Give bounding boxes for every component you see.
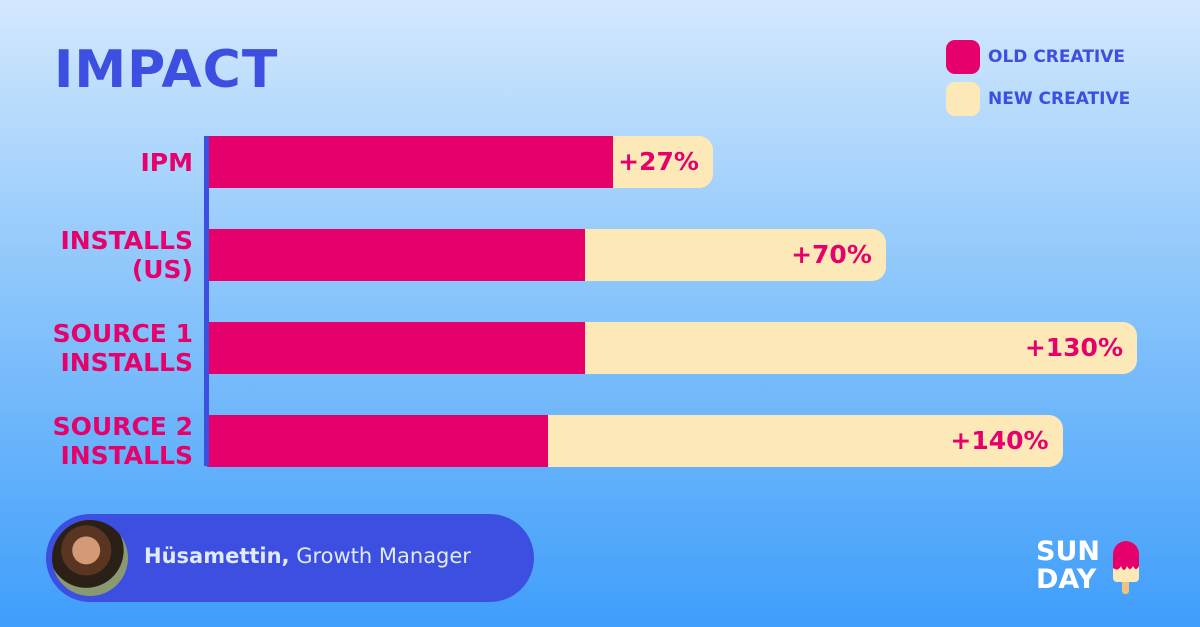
data-label: +70% (791, 240, 872, 269)
person-role: Growth Manager (289, 544, 471, 568)
category-label: SOURCE 2 INSTALLS (0, 412, 193, 470)
category-label-line: INSTALLS (60, 348, 193, 377)
category-label-line: SOURCE 2 (52, 412, 193, 441)
category-label-line: SOURCE 1 (52, 319, 193, 348)
bar-old-creative (207, 136, 614, 188)
legend-item-old: OLD CREATIVE (946, 40, 1156, 74)
chart-title: IMPACT (54, 40, 279, 100)
popsicle-icon (1113, 541, 1139, 594)
avatar (52, 520, 128, 596)
bar-old-creative (207, 322, 585, 374)
logo-line1: SUN (1036, 536, 1100, 567)
category-label-line: INSTALLS (60, 441, 193, 470)
data-label: +27% (618, 147, 699, 176)
person-name: Hüsamettin, (144, 544, 290, 568)
category-label: INSTALLS (US) (0, 226, 193, 284)
sunday-logo: SUN DAY (1036, 538, 1100, 594)
legend-label: NEW CREATIVE (988, 89, 1131, 109)
data-label: +140% (950, 426, 1049, 455)
legend-label: OLD CREATIVE (988, 47, 1126, 67)
category-label: IPM (0, 148, 193, 177)
category-label-line: INSTALLS (60, 226, 193, 255)
legend: OLD CREATIVE NEW CREATIVE (946, 40, 1156, 124)
bar-old-creative (207, 229, 585, 281)
data-label: +130% (1024, 333, 1123, 362)
logo-line2: DAY (1036, 564, 1097, 595)
category-label-line: (US) (131, 255, 193, 284)
category-label: SOURCE 1 INSTALLS (0, 319, 193, 377)
y-axis-line (204, 136, 209, 466)
category-label-line: IPM (140, 147, 193, 177)
bar-old-creative (207, 415, 549, 467)
legend-item-new: NEW CREATIVE (946, 82, 1156, 116)
person-badge: Hüsamettin, Growth Manager (46, 514, 534, 602)
legend-swatch-new (946, 82, 980, 116)
legend-swatch-old (946, 40, 980, 74)
